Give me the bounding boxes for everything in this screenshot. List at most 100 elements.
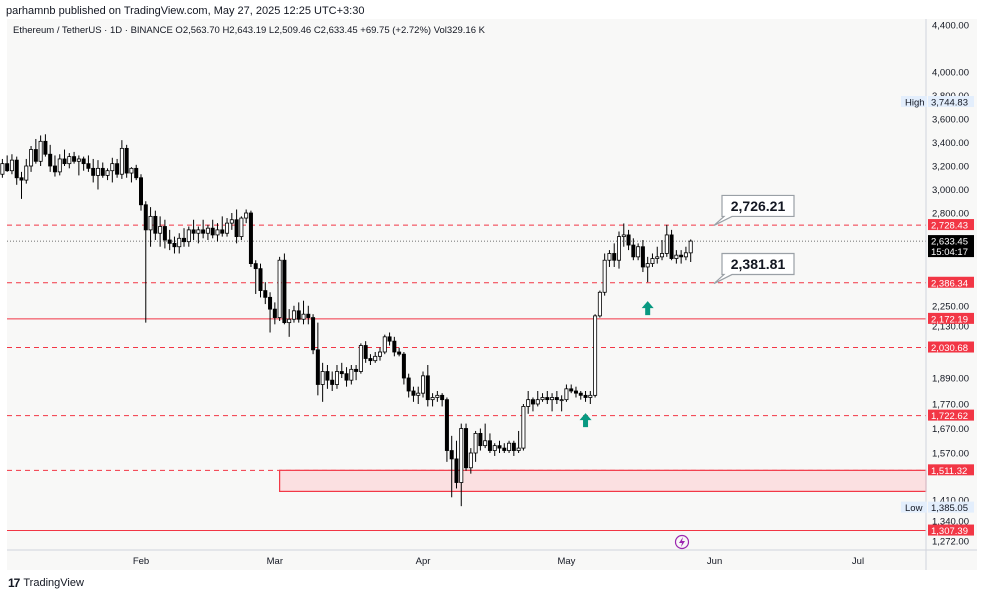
time-label-1: Mar bbox=[267, 556, 283, 567]
candle-17 bbox=[38, 140, 43, 162]
price-tick-1: 4,000.00 bbox=[932, 68, 969, 79]
candle-111 bbox=[487, 440, 492, 451]
price-tag-8: 1,385.05 Low bbox=[901, 501, 974, 514]
tradingview-logo[interactable]: 17 TradingView bbox=[8, 576, 84, 590]
candle-11 bbox=[9, 159, 14, 172]
flash-icon[interactable] bbox=[674, 534, 690, 550]
price-tag-0: 3,744.83 High bbox=[901, 95, 974, 108]
candle-96 bbox=[416, 392, 421, 396]
candle-149 bbox=[669, 234, 674, 259]
candle-22 bbox=[62, 158, 67, 165]
candle-69 bbox=[287, 318, 292, 324]
candle-21 bbox=[57, 158, 62, 173]
candle-27 bbox=[86, 163, 91, 169]
candle-146 bbox=[655, 256, 660, 259]
candle-35 bbox=[124, 147, 129, 174]
candle-32 bbox=[110, 163, 115, 172]
price-tick-4: 3,400.00 bbox=[932, 138, 969, 149]
price-tag-bg-9 bbox=[928, 524, 974, 536]
candle-88 bbox=[377, 351, 382, 357]
candle-90 bbox=[387, 336, 392, 342]
candle-72 bbox=[301, 313, 306, 320]
candle-15 bbox=[29, 149, 34, 167]
candle-130 bbox=[578, 392, 583, 396]
candle-40 bbox=[148, 215, 153, 231]
candle-102 bbox=[444, 399, 449, 451]
price-tick-14: 1,410.00 bbox=[932, 496, 969, 507]
candle-30 bbox=[100, 167, 105, 176]
candle-18 bbox=[43, 140, 48, 155]
price-tag-1: 2,728.43 bbox=[928, 219, 974, 232]
price-tag-5: 2,030.68 bbox=[928, 341, 974, 354]
candle-34 bbox=[119, 147, 124, 175]
candle-41 bbox=[153, 215, 158, 234]
candle-66 bbox=[272, 308, 277, 318]
price-axis: 4,400.004,000.003,800.003,600.003,400.00… bbox=[7, 19, 977, 570]
candle-119 bbox=[526, 399, 531, 407]
price-tag-value-0: 3,744.83 bbox=[931, 97, 968, 108]
candle-59 bbox=[239, 217, 244, 238]
candle-141 bbox=[631, 244, 636, 258]
price-tag-6: 1,722.62 bbox=[928, 409, 974, 422]
candle-100 bbox=[435, 394, 440, 398]
candle-129 bbox=[573, 390, 578, 394]
candle-114 bbox=[502, 447, 507, 451]
support-zone bbox=[279, 469, 927, 492]
candle-113 bbox=[497, 445, 502, 449]
price-tag-value-7: 1,511.32 bbox=[931, 466, 967, 477]
candle-28 bbox=[91, 167, 96, 176]
price-tick-5: 3,200.00 bbox=[932, 162, 969, 173]
price-tick-7: 2,800.00 bbox=[932, 209, 969, 220]
candle-25 bbox=[76, 158, 81, 162]
candle-125 bbox=[554, 397, 559, 401]
candle-150 bbox=[674, 254, 679, 259]
candle-61 bbox=[248, 212, 253, 264]
price-tick-6: 3,000.00 bbox=[932, 185, 969, 196]
countdown-label: 15:04:17 bbox=[931, 247, 968, 258]
candle-121 bbox=[535, 399, 540, 405]
price-tick-0: 4,400.00 bbox=[932, 21, 969, 32]
candle-79 bbox=[334, 371, 339, 385]
candle-92 bbox=[397, 351, 402, 355]
callout-1: 2,381.81 bbox=[713, 252, 795, 285]
price-tag-bg-6 bbox=[928, 409, 974, 421]
candle-14 bbox=[24, 165, 29, 181]
candles-layer bbox=[0, 134, 693, 507]
candle-51 bbox=[201, 229, 206, 234]
candle-48 bbox=[186, 229, 191, 243]
tradingview-logo-mark: 17 bbox=[8, 576, 20, 590]
candle-120 bbox=[530, 399, 535, 405]
candle-94 bbox=[406, 377, 411, 392]
price-tag-4: 2,172.19 bbox=[928, 312, 974, 325]
candle-64 bbox=[263, 290, 268, 298]
candle-137 bbox=[612, 253, 617, 261]
candle-52 bbox=[205, 227, 210, 234]
candle-138 bbox=[617, 236, 622, 261]
callout-box-1 bbox=[713, 252, 795, 285]
price-tick-13: 1,570.00 bbox=[932, 449, 969, 460]
candle-39 bbox=[143, 204, 148, 231]
time-label-2: Apr bbox=[416, 556, 431, 567]
candle-82 bbox=[349, 368, 354, 381]
candle-46 bbox=[177, 237, 182, 248]
candle-16 bbox=[33, 149, 38, 162]
candle-110 bbox=[483, 440, 488, 447]
candle-68 bbox=[282, 259, 287, 324]
time-label-3: May bbox=[557, 556, 575, 567]
candle-105 bbox=[459, 428, 464, 483]
candle-117 bbox=[516, 447, 521, 451]
zone-layer bbox=[279, 469, 927, 492]
price-tag-bg-2 bbox=[928, 235, 974, 258]
candle-132 bbox=[588, 394, 593, 398]
candle-87 bbox=[373, 355, 378, 362]
candle-84 bbox=[358, 345, 363, 372]
price-caption-bg-8 bbox=[901, 501, 927, 513]
candle-73 bbox=[306, 313, 311, 318]
time-label-5: Jul bbox=[852, 556, 864, 567]
candle-139 bbox=[621, 234, 626, 238]
candle-54 bbox=[215, 229, 220, 236]
price-tag-bg-5 bbox=[928, 341, 974, 353]
candle-101 bbox=[440, 394, 445, 401]
